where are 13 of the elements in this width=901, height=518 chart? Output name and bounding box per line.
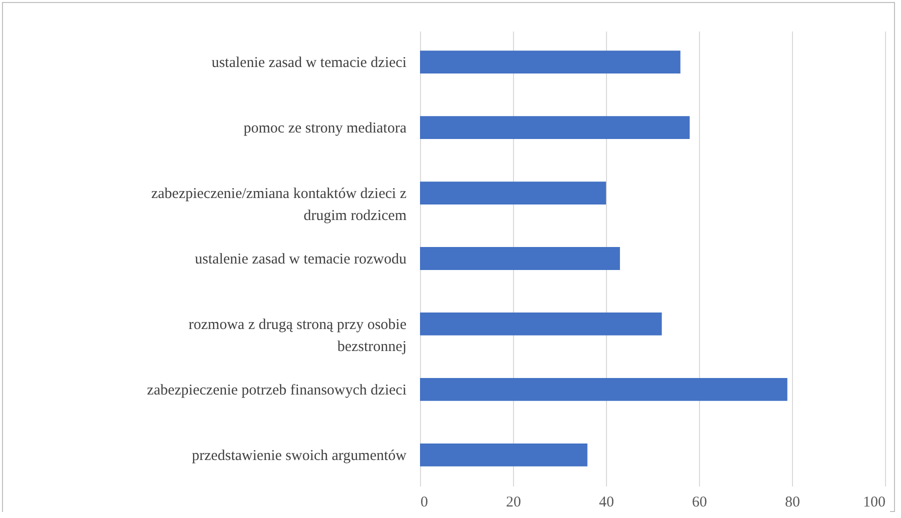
x-tick-label: 20: [506, 494, 521, 510]
y-tick-label: przedstawienie swoich argumentów: [192, 448, 407, 464]
y-tick-label: ustalenie zasad w temacie dzieci: [212, 55, 406, 72]
y-tick-label: zabezpieczenie/zmiana kontaktów dzieci z drugim rodzicem: [151, 186, 407, 224]
y-tick-label: rozmowa z drugą stroną przy osobie bezstronnej: [188, 316, 407, 355]
y-tick-label: pomoc ze strony mediatora: [244, 120, 407, 137]
x-tick-label: 40: [599, 494, 614, 510]
x-tick-label: 0: [420, 494, 428, 510]
x-tick-label: 80: [785, 494, 800, 510]
y-tick-label: zabezpieczenie potrzeb finansowych dzieci: [147, 382, 406, 398]
x-tick-label: 100: [863, 494, 886, 510]
x-tick-label: 60: [692, 494, 707, 510]
y-tick-label: ustalenie zasad w temacie rozwodu: [194, 252, 407, 268]
